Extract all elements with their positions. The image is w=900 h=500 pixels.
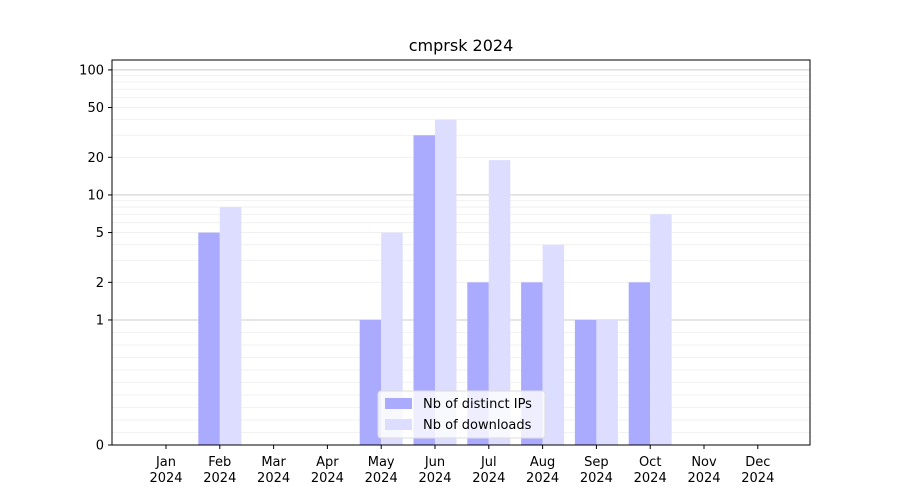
x-tick-label-year: 2024 [687,471,720,486]
y-tick-label: 0 [96,439,104,454]
legend-label: Nb of downloads [423,418,532,433]
y-tick-label: 1 [96,313,104,328]
bar-downloads [650,214,672,445]
x-tick-label-month: Jun [424,455,445,470]
x-tick-label-month: Jul [480,455,497,470]
x-tick-label-year: 2024 [741,471,774,486]
y-tick-label: 5 [96,226,104,241]
bar-distinct-ips [413,135,435,445]
bar-distinct-ips [359,319,382,445]
legend-swatch [385,419,412,430]
legend-swatch [385,398,412,409]
x-tick-label-year: 2024 [634,471,667,486]
y-tick-label: 10 [87,188,104,203]
y-tick-label: 2 [96,276,104,291]
bar-downloads [542,244,565,445]
legend: Nb of distinct IPs Nb of downloads [377,390,546,439]
bar-downloads [488,160,511,445]
x-tick-label-month: Sep [584,455,609,470]
axis-layer: 0125102050100Jan2024Feb2024Mar2024Apr202… [79,63,774,486]
x-tick-label-year: 2024 [365,471,398,486]
x-tick-label-year: 2024 [418,471,451,486]
legend-box [377,390,546,439]
y-tick-label: 20 [87,151,104,166]
bar-distinct-ips [628,282,651,445]
x-tick-label-month: May [368,455,395,470]
x-tick-label-month: Oct [639,455,661,470]
x-tick-label-month: Mar [261,455,286,470]
plot-frame [111,59,811,446]
y-tick-label: 50 [87,101,104,116]
chart-title: cmprsk 2024 [409,36,514,55]
y-tick-label: 100 [79,63,104,78]
x-tick-label-year: 2024 [257,471,290,486]
bar-distinct-ips [198,232,220,445]
x-tick-label-year: 2024 [580,471,613,486]
x-tick-label-year: 2024 [526,471,559,486]
x-tick-label-year: 2024 [203,471,236,486]
x-tick-label-month: Apr [316,455,339,470]
x-tick-label-year: 2024 [149,471,182,486]
x-tick-label-year: 2024 [472,471,505,486]
x-tick-label-month: Nov [691,455,717,470]
x-tick-label-month: Jan [155,455,176,470]
bar-downloads [435,119,457,446]
bar-distinct-ips [574,319,597,445]
legend-label: Nb of distinct IPs [423,397,532,412]
bar-downloads [219,207,242,445]
x-tick-label-month: Dec [745,455,770,470]
bar-downloads [596,319,618,445]
x-tick-label-month: Feb [208,455,231,470]
x-tick-label-year: 2024 [311,471,344,486]
x-tick-label-month: Aug [530,455,555,470]
